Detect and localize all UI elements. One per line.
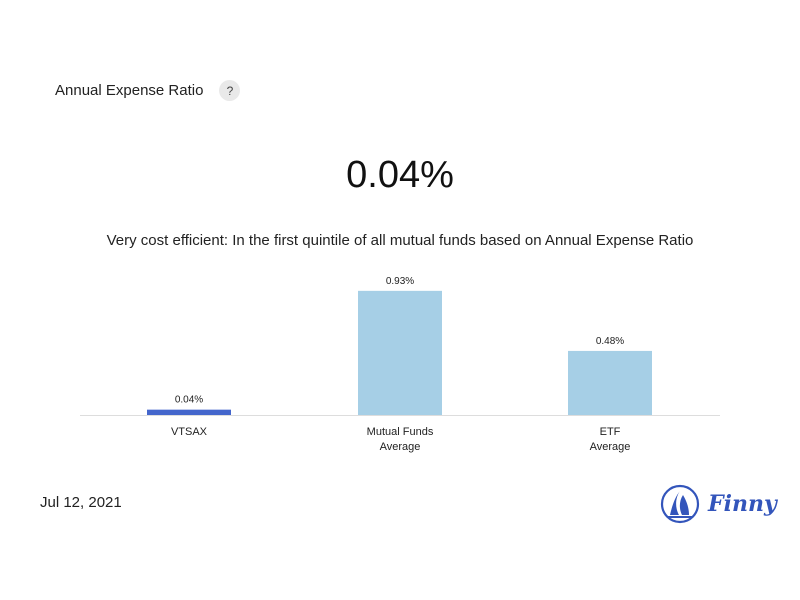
category-label-0-0: VTSAX xyxy=(171,426,208,438)
help-icon[interactable]: ? xyxy=(219,80,241,101)
logo-text: Finny xyxy=(708,491,777,517)
bar-value-label-2: 0.48% xyxy=(596,336,624,347)
expense-ratio-description: Very cost efficient: In the first quinti… xyxy=(106,232,694,249)
category-label-2-1: Average xyxy=(590,441,631,453)
card-title: Annual Expense Ratio xyxy=(55,82,204,99)
category-label-1-1: Average xyxy=(380,441,421,453)
bar-1[interactable] xyxy=(358,290,442,415)
bar-2[interactable] xyxy=(568,350,652,415)
card-header: Annual Expense Ratio ? xyxy=(55,80,241,101)
bar-0[interactable] xyxy=(147,409,231,415)
sailboat-icon xyxy=(660,484,700,524)
bar-value-label-1: 0.93% xyxy=(386,276,414,287)
bars-layer: 0.04% VTSAX 0.93% Mutual Funds Average 0.48% E… xyxy=(147,276,652,453)
finny-logo[interactable]: Finny xyxy=(660,484,777,524)
expense-ratio-value: 0.04% xyxy=(346,154,454,196)
as-of-date: Jul 12, 2021 xyxy=(40,494,122,511)
bar-value-label-0: 0.04% xyxy=(175,395,203,406)
category-label-2-0: ETF xyxy=(600,426,621,438)
category-label-1-0: Mutual Funds xyxy=(367,426,434,438)
expense-ratio-bar-chart: 0.04% VTSAX 0.93% Mutual Funds Average 0.48% E… xyxy=(80,276,720,453)
